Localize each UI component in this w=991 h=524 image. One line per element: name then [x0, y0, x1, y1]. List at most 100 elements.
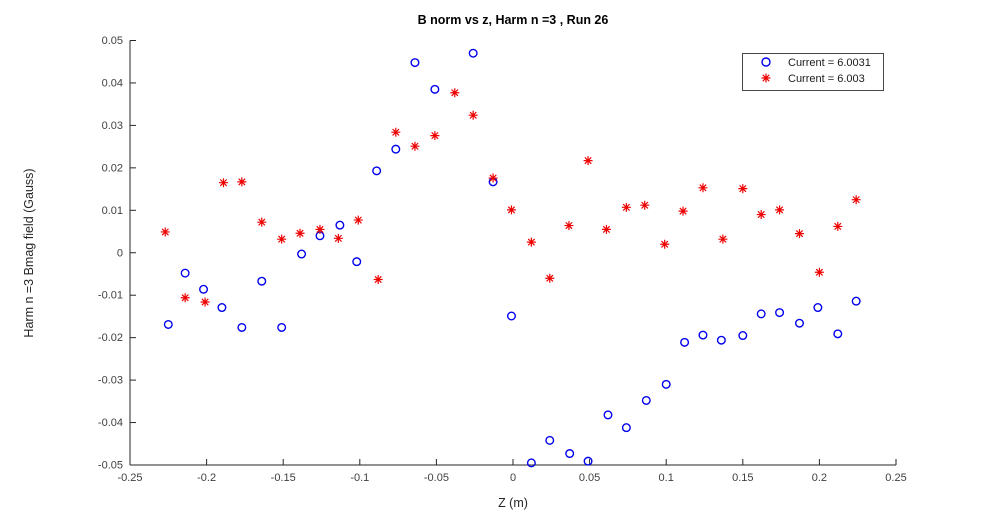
data-point-circle: [352, 257, 362, 267]
data-point-asterisk: [237, 177, 247, 187]
legend: Current = 6.0031 Current = 6.003: [742, 53, 884, 91]
data-point-circle: [603, 410, 613, 420]
data-point-asterisk: [315, 224, 325, 234]
x-tick-label: -0.15: [271, 472, 296, 484]
y-tick-label: -0.02: [98, 332, 123, 344]
data-point-asterisk: [257, 217, 267, 227]
data-point-asterisk: [718, 234, 728, 244]
data-point-asterisk: [450, 88, 460, 98]
data-point-asterisk: [583, 156, 593, 166]
data-point-asterisk: [277, 234, 287, 244]
y-tick-label: -0.04: [98, 417, 123, 429]
axes: -0.25 -0.2 -0.15 -0.1 -0.05 0 0.05 0.1 0.15 0.2 0.…: [98, 35, 907, 484]
data-point-asterisk: [698, 183, 708, 193]
data-point-circle: [277, 322, 287, 332]
y-tick-label: -0.01: [98, 290, 123, 302]
x-tick-label: -0.25: [117, 472, 142, 484]
data-point-asterisk: [678, 206, 688, 216]
data-point-circle: [813, 303, 823, 313]
x-tick-label: 0.25: [885, 472, 906, 484]
data-point-asterisk: [775, 205, 785, 215]
data-point-asterisk: [833, 221, 843, 231]
data-point-circle: [621, 423, 631, 433]
data-point-asterisk: [333, 233, 343, 243]
y-tick-label: 0.03: [102, 120, 123, 132]
data-point-circle: [565, 449, 575, 459]
data-point-circle: [237, 322, 247, 332]
data-point-asterisk: [601, 224, 611, 234]
data-point-circle: [698, 330, 708, 340]
data-point-asterisk: [738, 184, 748, 194]
data-point-circle: [163, 319, 173, 329]
x-tick-label: 0.1: [659, 472, 674, 484]
data-point-asterisk: [430, 131, 440, 141]
legend-circle-marker-icon: [761, 57, 771, 67]
data-point-circle: [526, 458, 536, 468]
data-point-asterisk: [488, 173, 498, 183]
data-point-asterisk: [200, 297, 210, 307]
series-1-markers: [163, 48, 861, 468]
data-point-asterisk: [660, 239, 670, 249]
legend-label-series-2: Current = 6.003: [788, 73, 865, 85]
y-tick-label: -0.05: [98, 460, 123, 472]
data-point-circle: [217, 303, 227, 313]
x-tick-label: -0.1: [350, 472, 369, 484]
data-point-asterisk: [526, 237, 536, 247]
data-point-asterisk: [180, 293, 190, 303]
data-point-asterisk: [353, 215, 363, 225]
x-tick-label: 0.05: [579, 472, 600, 484]
data-point-circle: [372, 166, 382, 176]
data-point-asterisk: [756, 210, 766, 220]
y-tick-label: 0: [117, 247, 123, 259]
data-point-circle: [257, 276, 267, 286]
series-2-markers: [160, 88, 861, 307]
x-tick-label: -0.05: [424, 472, 449, 484]
data-point-asterisk: [410, 141, 420, 151]
data-point-asterisk: [564, 221, 574, 231]
data-point-circle: [833, 329, 843, 339]
y-axis-label: Harm n =3 Bmag field (Gauss): [22, 168, 36, 337]
data-point-circle: [468, 48, 478, 58]
y-tick-label: 0.02: [102, 162, 123, 174]
data-point-asterisk: [621, 202, 631, 212]
data-point-asterisk: [545, 273, 555, 283]
x-tick-label: 0.2: [812, 472, 827, 484]
data-point-asterisk: [373, 274, 383, 284]
data-point-circle: [851, 296, 861, 306]
data-series: [160, 48, 861, 468]
x-tick-label: 0: [510, 472, 516, 484]
data-point-circle: [641, 395, 651, 405]
data-point-circle: [180, 268, 190, 278]
chart-title: B norm vs z, Harm n =3 , Run 26: [418, 13, 609, 27]
y-tick-label: 0.01: [102, 205, 123, 217]
data-point-asterisk: [640, 200, 650, 210]
data-point-circle: [410, 58, 420, 68]
data-point-circle: [583, 456, 593, 466]
data-point-asterisk: [814, 267, 824, 277]
y-tick-label: 0.04: [102, 77, 123, 89]
x-axis-label: Z (m): [498, 496, 528, 510]
y-tick-label: -0.03: [98, 375, 123, 387]
data-point-asterisk: [851, 195, 861, 205]
data-point-circle: [794, 318, 804, 328]
data-point-circle: [756, 309, 766, 319]
legend-box: [742, 53, 884, 91]
data-point-circle: [430, 84, 440, 94]
data-point-circle: [335, 220, 345, 230]
data-point-asterisk: [295, 228, 305, 238]
data-point-circle: [506, 311, 516, 321]
data-point-circle: [680, 337, 690, 347]
data-point-circle: [391, 144, 401, 154]
x-tick-label: 0.15: [732, 472, 753, 484]
legend-label-series-1: Current = 6.0031: [788, 57, 871, 69]
data-point-asterisk: [506, 205, 516, 215]
data-point-circle: [661, 379, 671, 389]
data-point-asterisk: [160, 227, 170, 237]
data-point-circle: [775, 308, 785, 318]
y-tick-label: 0.05: [102, 35, 123, 47]
legend-asterisk-marker-icon: [761, 73, 771, 83]
data-point-circle: [199, 284, 209, 294]
data-point-asterisk: [794, 229, 804, 239]
